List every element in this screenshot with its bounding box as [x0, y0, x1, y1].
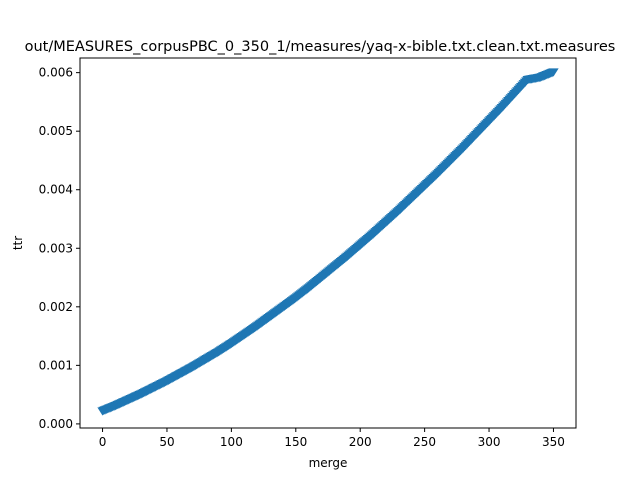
x-tick-label: 50 [159, 435, 174, 449]
x-tick-label: 200 [349, 435, 372, 449]
x-tick-label: 0 [99, 435, 107, 449]
y-tick-label: 0.004 [39, 183, 73, 197]
chart-title: out/MEASURES_corpusPBC_0_350_1/measures/… [25, 39, 616, 55]
x-axis-label: merge [309, 456, 348, 470]
data-points [97, 68, 558, 415]
x-tick-label: 100 [220, 435, 243, 449]
x-tick-label: 250 [413, 435, 436, 449]
x-tick-label: 150 [284, 435, 307, 449]
y-axis: 0.000 0.001 0.002 0.003 0.004 0.005 0.006 [39, 66, 80, 431]
x-tick-label: 350 [542, 435, 565, 449]
y-tick-label: 0.005 [39, 124, 73, 138]
y-axis-label: ttr [11, 236, 25, 250]
plot-frame [80, 58, 576, 428]
x-tick-label: 300 [478, 435, 501, 449]
y-tick-label: 0.002 [39, 300, 73, 314]
y-tick-label: 0.001 [39, 358, 73, 372]
y-tick-label: 0.000 [39, 417, 73, 431]
y-tick-label: 0.003 [39, 241, 73, 255]
y-tick-label: 0.006 [39, 66, 73, 80]
x-axis: 0 50 100 150 200 250 300 350 [99, 428, 565, 449]
